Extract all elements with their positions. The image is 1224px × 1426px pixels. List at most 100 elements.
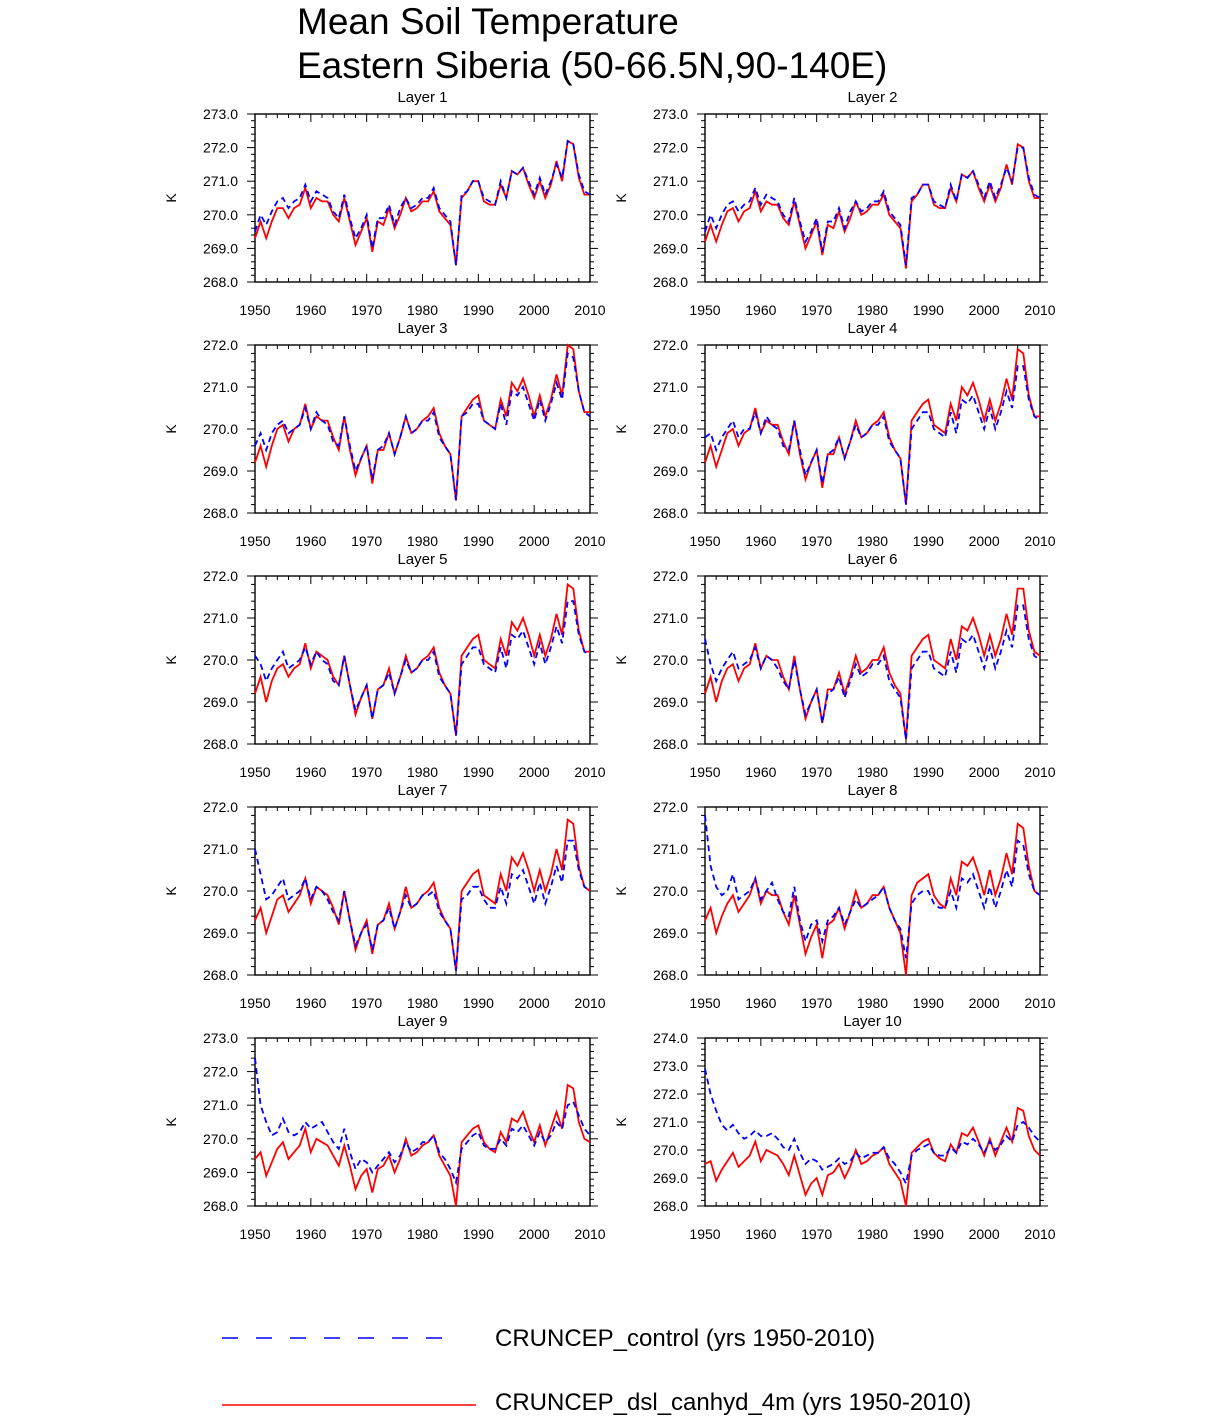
legend: CRUNCEP_control (yrs 1950-2010) CRUNCEP_… <box>0 1300 1224 1417</box>
x-tick-label: 1970 <box>351 1226 382 1242</box>
x-tick-label: 1990 <box>463 533 494 549</box>
y-axis-label: K <box>163 655 179 665</box>
y-tick-label: 268.0 <box>653 736 688 752</box>
x-tick-label: 1980 <box>407 1226 438 1242</box>
y-tick-label: 270.0 <box>653 883 688 899</box>
x-tick-label: 1980 <box>857 995 888 1011</box>
y-tick-label: 268.0 <box>653 1198 688 1214</box>
panel-title-layer-5: Layer 5 <box>397 551 447 568</box>
y-tick-label: 270.0 <box>653 421 688 437</box>
x-tick-label: 1980 <box>407 302 438 318</box>
plot-frame-layer-1 <box>254 113 591 283</box>
series-dsl-line <box>254 1083 591 1207</box>
y-tick-label: 271.0 <box>653 1114 688 1130</box>
series-control-line <box>704 1068 1041 1187</box>
panel-title-layer-6: Layer 6 <box>847 551 897 568</box>
series-dsl-line <box>704 142 1040 269</box>
series-control-line <box>254 351 591 501</box>
x-tick-label: 2010 <box>574 533 605 549</box>
y-tick-label: 273.0 <box>203 1030 238 1046</box>
x-tick-label: 2000 <box>969 1226 1000 1242</box>
y-tick-label: 269.0 <box>203 463 238 479</box>
y-tick-label: 272.0 <box>203 140 238 156</box>
x-tick-label: 1950 <box>239 302 270 318</box>
x-tick-label: 2010 <box>1024 1226 1055 1242</box>
y-tick-label: 271.0 <box>653 841 688 857</box>
panel-title-layer-7: Layer 7 <box>397 782 447 799</box>
x-tick-label: 2000 <box>969 302 1000 318</box>
y-tick-label: 268.0 <box>653 274 688 290</box>
series-control-line <box>254 1058 591 1186</box>
panel-layer-7: Layer 7 268.0 269.0 270.0 271.0 272.0 1950 1960… <box>163 782 606 1011</box>
y-axis-label: K <box>613 193 629 203</box>
x-tick-label: 2000 <box>969 995 1000 1011</box>
plot-frame-layer-4 <box>704 344 1041 514</box>
x-tick-label: 1990 <box>463 764 494 780</box>
plot-frame-layer-9 <box>254 1037 591 1207</box>
x-tick-label: 1990 <box>913 764 944 780</box>
series-dsl-line <box>254 343 590 501</box>
series-control-line <box>254 839 591 971</box>
x-tick-label: 1960 <box>295 764 326 780</box>
panel-layer-10: Layer 10 268.0 269.0 270.0 271.0 272.0 273.0 27… <box>613 1013 1056 1242</box>
series-dsl-line <box>704 822 1041 976</box>
panel-title-layer-4: Layer 4 <box>847 320 897 337</box>
y-tick-label: 272.0 <box>203 799 238 815</box>
plot-frame-layer-8 <box>704 806 1041 976</box>
legend-item-dsl: CRUNCEP_dsl_canhyd_4m (yrs 1950-2010) <box>0 1386 1224 1426</box>
panel-layer-3: Layer 3 268.0 269.0 270.0 271.0 272.0 1950 1960… <box>163 320 606 549</box>
x-tick-label: 2010 <box>1024 995 1055 1011</box>
y-tick-label: 272.0 <box>203 337 238 353</box>
x-tick-label: 1970 <box>801 995 832 1011</box>
y-tick-label: 268.0 <box>203 1198 238 1214</box>
y-tick-label: 272.0 <box>203 568 238 584</box>
panel-layer-4: Layer 4 268.0 269.0 270.0 271.0 272.0 1950 1960… <box>613 320 1056 549</box>
x-tick-label: 1970 <box>801 302 832 318</box>
y-tick-label: 270.0 <box>203 421 238 437</box>
y-tick-label: 269.0 <box>203 925 238 941</box>
y-tick-label: 271.0 <box>203 1097 238 1113</box>
panel-title-layer-9: Layer 9 <box>397 1013 447 1030</box>
x-tick-label: 1970 <box>351 995 382 1011</box>
x-tick-label: 1980 <box>407 533 438 549</box>
y-tick-label: 270.0 <box>203 1131 238 1147</box>
x-tick-label: 1950 <box>239 1226 270 1242</box>
x-tick-label: 1990 <box>463 302 494 318</box>
series-dsl-line <box>254 582 590 736</box>
y-tick-label: 269.0 <box>653 1170 688 1186</box>
x-tick-label: 2010 <box>1024 533 1055 549</box>
y-tick-label: 271.0 <box>653 379 688 395</box>
panel-layer-5: Layer 5 268.0 269.0 270.0 271.0 272.0 1950 1960… <box>163 551 606 780</box>
series-control-line <box>704 365 1041 505</box>
x-tick-label: 1950 <box>689 1226 720 1242</box>
y-tick-label: 269.0 <box>203 1164 238 1180</box>
panel-title-layer-1: Layer 1 <box>397 89 447 106</box>
title-line-1: Mean Soil Temperature <box>297 1 679 42</box>
x-tick-label: 1960 <box>295 995 326 1011</box>
x-tick-label: 1990 <box>913 1226 944 1242</box>
y-tick-label: 272.0 <box>653 568 688 584</box>
x-tick-label: 1970 <box>351 302 382 318</box>
y-tick-label: 273.0 <box>653 1058 688 1074</box>
x-tick-label: 1960 <box>745 533 776 549</box>
x-tick-label: 1980 <box>407 764 438 780</box>
y-tick-label: 272.0 <box>653 1086 688 1102</box>
y-tick-label: 272.0 <box>653 799 688 815</box>
y-tick-label: 273.0 <box>203 106 238 122</box>
x-tick-label: 2010 <box>1024 764 1055 780</box>
x-tick-label: 2000 <box>519 302 550 318</box>
y-axis-label: K <box>613 1117 629 1127</box>
legend-label-control: CRUNCEP_control (yrs 1950-2010) <box>495 1325 876 1352</box>
plot-frame-layer-2 <box>704 113 1041 283</box>
panel-title-layer-2: Layer 2 <box>847 89 897 106</box>
y-tick-label: 268.0 <box>203 967 238 983</box>
plot-frame-layer-7 <box>254 806 591 976</box>
y-tick-label: 269.0 <box>653 463 688 479</box>
x-tick-label: 1960 <box>745 1226 776 1242</box>
y-axis-label: K <box>613 886 629 896</box>
y-tick-label: 268.0 <box>203 505 238 521</box>
legend-swatch-dsl <box>222 1404 476 1406</box>
y-axis-label: K <box>163 193 179 203</box>
x-tick-label: 2010 <box>1024 302 1055 318</box>
chart-grid: Layer 1 268.0 269.0 270.0 271.0 272.0 273.0 195… <box>163 89 1056 1242</box>
